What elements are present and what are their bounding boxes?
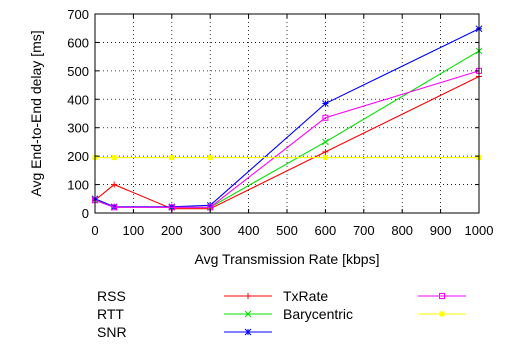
y-tick-label: 700: [67, 7, 89, 22]
data-point: [322, 100, 329, 107]
legend-swatch-rss: [224, 293, 272, 299]
series-txrate: [92, 67, 482, 211]
legend: RSS RTT SNR TxRate Barycentric: [97, 288, 466, 340]
series-rtt: [91, 47, 483, 211]
x-tick-label: 1000: [465, 223, 494, 238]
series-line-rss: [94, 76, 480, 210]
x-tick-label: 0: [91, 223, 98, 238]
series-line-txrate: [94, 70, 480, 208]
x-axis-label: Avg Transmission Rate [kbps]: [195, 251, 380, 267]
legend-label-snr: SNR: [97, 324, 127, 340]
data-point: [168, 203, 176, 211]
y-axis-label: Avg End-to-End delay [ms]: [28, 30, 44, 196]
axis-ticks: 0 100 200 300 400 500 600 700 800 900 1000 0 100 200 3…: [67, 7, 493, 238]
data-point: [207, 155, 213, 161]
legend-swatch-txrate: [418, 293, 466, 299]
x-tick-label: 300: [199, 223, 221, 238]
y-tick-label: 400: [67, 92, 89, 107]
y-tick-label: 300: [67, 121, 89, 136]
legend-label-txrate: TxRate: [283, 288, 328, 304]
x-tick-label: 200: [161, 223, 183, 238]
plot-frame: [94, 13, 480, 214]
data-point: [111, 181, 118, 188]
y-tick-label: 500: [67, 64, 89, 79]
x-tick-label: 400: [238, 223, 260, 238]
data-point: [206, 201, 214, 209]
data-point: [322, 138, 329, 146]
legend-swatch-rtt: [224, 310, 272, 318]
x-tick-label: 500: [276, 223, 298, 238]
grid: [95, 14, 479, 213]
data-point: [322, 155, 328, 161]
y-tick-label: 0: [82, 206, 89, 221]
series-line-snr: [94, 28, 480, 208]
x-tick-label: 800: [391, 223, 413, 238]
data-point: [322, 148, 329, 155]
legend-label-rss: RSS: [97, 288, 126, 304]
legend-label-rtt: RTT: [97, 306, 124, 322]
series: [91, 25, 483, 212]
legend-swatch-barycentric: [418, 311, 466, 317]
x-tick-label: 600: [315, 223, 337, 238]
x-tick-label: 900: [430, 223, 452, 238]
y-tick-label: 600: [67, 35, 89, 50]
data-point: [169, 155, 175, 161]
data-point: [439, 293, 445, 299]
data-point: [111, 204, 118, 211]
legend-label-barycentric: Barycentric: [283, 306, 353, 322]
data-point: [439, 311, 445, 317]
y-tick-label: 200: [67, 149, 89, 164]
data-point: [244, 328, 252, 336]
x-tick-label: 100: [123, 223, 145, 238]
data-point: [245, 293, 251, 299]
data-point: [111, 155, 117, 161]
data-point: [322, 114, 329, 121]
y-tick-label: 100: [67, 178, 89, 193]
data-point: [244, 310, 252, 318]
legend-swatch-snr: [224, 328, 272, 336]
x-tick-label: 700: [353, 223, 375, 238]
